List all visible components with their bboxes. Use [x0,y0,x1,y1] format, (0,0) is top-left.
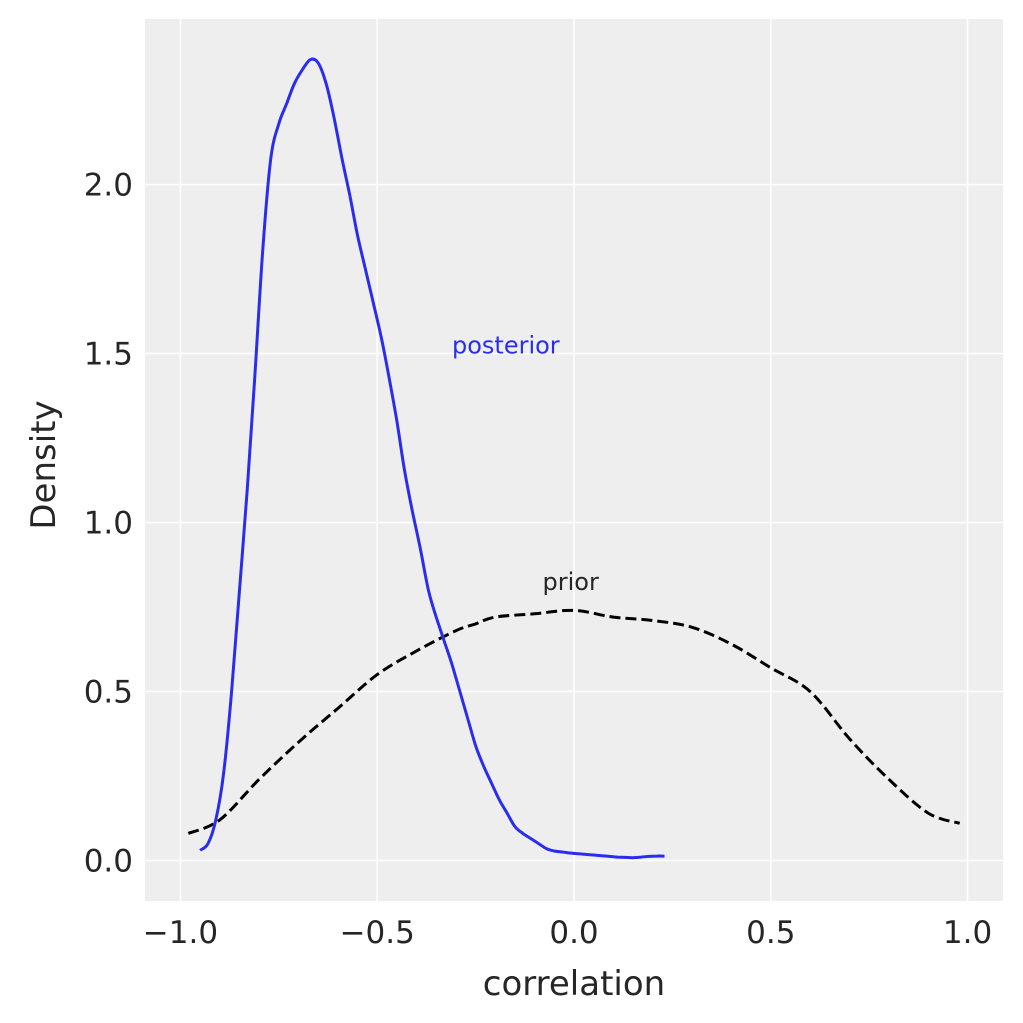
y-tick-label: 2.0 [84,168,133,204]
annotation-layer: posterior prior [452,332,599,597]
y-tick-label: 0.5 [84,674,133,710]
grid-lines [145,19,1003,901]
series-line-prior [187,608,961,835]
series-layer [187,57,961,860]
series-line-posterior [199,57,665,860]
x-tick-labels: −1.0 −0.5 0.0 0.5 1.0 [143,915,992,951]
y-tick-label: 1.5 [84,337,133,373]
x-tick-label: 0.0 [549,915,598,951]
y-tick-labels: 0.0 0.5 1.0 1.5 2.0 [84,168,133,880]
x-tick-label: 0.5 [746,915,795,951]
x-tick-label: −0.5 [340,915,415,951]
y-tick-label: 0.0 [84,843,133,879]
x-axis-label: correlation [483,964,665,1004]
x-tick-label: 1.0 [943,915,992,951]
annotation-posterior: posterior [452,332,560,360]
x-tick-label: −1.0 [143,915,218,951]
y-tick-label: 1.0 [84,506,133,542]
y-axis-label: Density [24,400,64,529]
annotation-prior: prior [543,568,599,596]
